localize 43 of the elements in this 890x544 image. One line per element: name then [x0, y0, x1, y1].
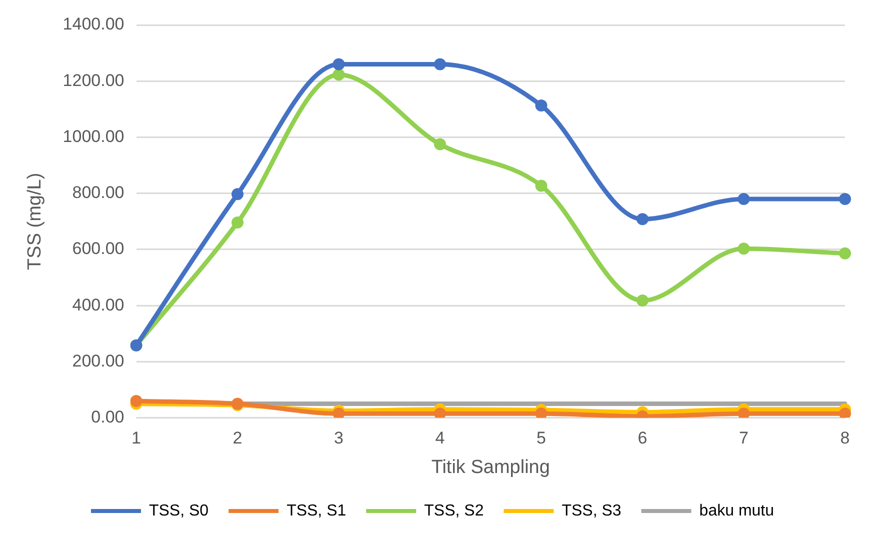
x-tick-label: 4 — [435, 428, 445, 448]
y-tick-label: 200.00 — [72, 351, 124, 370]
point — [232, 216, 244, 229]
x-tick-label: 3 — [334, 428, 344, 448]
legend-label: baku mutu — [699, 502, 774, 520]
point — [636, 213, 648, 226]
point — [839, 192, 851, 205]
x-tick-label: 8 — [840, 428, 850, 448]
y-tick-label: 600.00 — [72, 239, 124, 258]
legend-label: TSS, S0 — [148, 502, 209, 520]
x-axis-title: Titik Sampling — [431, 456, 550, 478]
legend-label: TSS, S2 — [424, 502, 484, 520]
point — [535, 408, 548, 418]
point — [434, 408, 446, 418]
point — [332, 68, 345, 81]
x-tick-label: 1 — [132, 428, 141, 448]
point — [738, 192, 750, 205]
x-tick-label: 2 — [232, 428, 242, 448]
point — [434, 138, 446, 150]
point — [535, 180, 548, 192]
point — [535, 100, 548, 112]
y-tick-label: 1000.00 — [62, 126, 124, 146]
y-tick-label: 1200.00 — [62, 70, 124, 90]
legend-label: TSS, S3 — [562, 502, 622, 520]
point — [232, 188, 244, 200]
point — [738, 242, 750, 255]
y-tick-label: 800.00 — [72, 183, 124, 202]
y-axis-title: TSS (mg/L) — [24, 172, 46, 270]
point — [636, 294, 648, 307]
point — [839, 247, 851, 260]
legend-label: TSS, S1 — [286, 502, 346, 520]
point — [130, 394, 142, 407]
y-tick-label: 1400.00 — [62, 14, 124, 34]
point — [434, 58, 446, 70]
point — [332, 408, 345, 418]
x-tick-label: 7 — [739, 428, 748, 448]
point — [332, 58, 345, 70]
x-tick-label: 6 — [638, 428, 648, 448]
point — [839, 408, 851, 418]
point — [738, 408, 750, 418]
x-tick-label: 5 — [536, 428, 546, 448]
y-tick-label: 400.00 — [72, 295, 124, 314]
y-tick-label: 0.00 — [91, 407, 124, 426]
